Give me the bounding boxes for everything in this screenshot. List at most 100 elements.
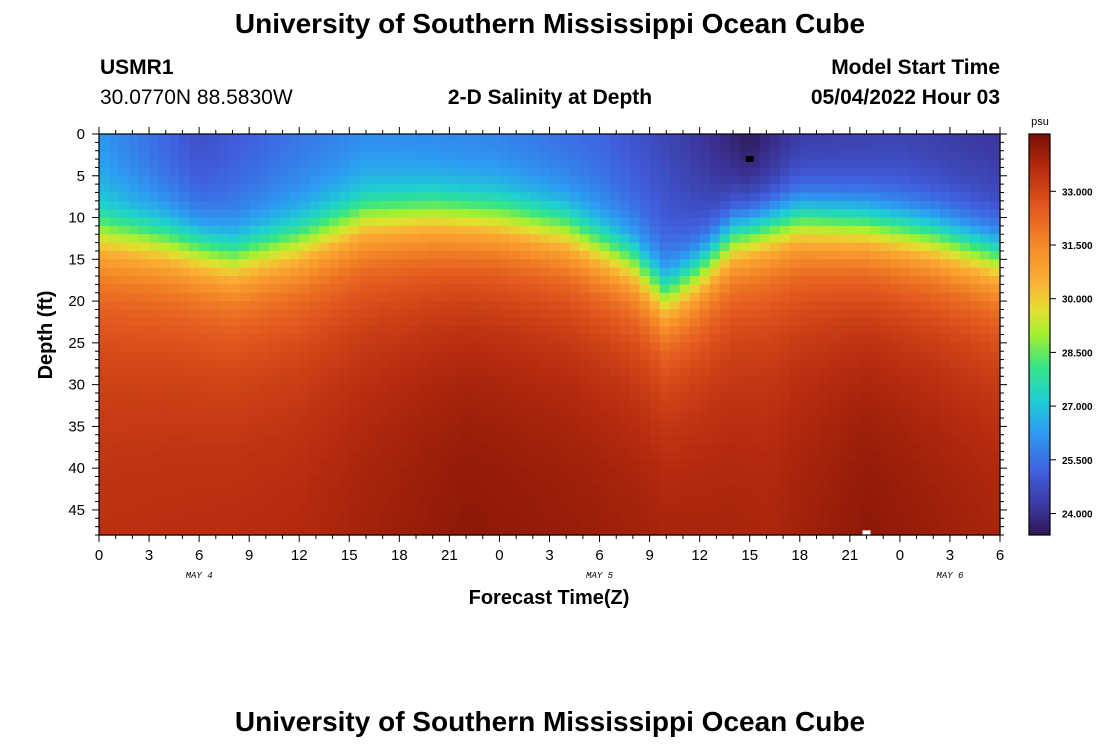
heatmap-cell (599, 384, 611, 394)
heatmap-cell (799, 426, 811, 436)
heatmap-cell (139, 276, 150, 285)
heatmap-cell (399, 276, 410, 285)
heatmap-cell (579, 167, 591, 177)
y-tick-label: 30 (68, 377, 85, 394)
heatmap-cell (229, 501, 240, 511)
heatmap-cell (139, 459, 150, 469)
heatmap-cell (379, 284, 390, 294)
heatmap-cell (479, 150, 491, 160)
heatmap-cell (239, 526, 250, 536)
heatmap-cell (729, 509, 741, 519)
heatmap-cell (589, 334, 601, 344)
heatmap-cell (849, 159, 861, 169)
heatmap-cell (809, 225, 821, 235)
heatmap-cell (889, 242, 901, 252)
heatmap-cell (789, 192, 801, 202)
heatmap-cell (899, 317, 911, 327)
heatmap-cell (729, 459, 741, 469)
heatmap-cell (529, 359, 541, 369)
heatmap-cell (869, 175, 881, 185)
heatmap-cell (549, 451, 561, 461)
heatmap-cell (499, 493, 511, 503)
heatmap-cell (649, 276, 661, 285)
heatmap-cell (149, 209, 160, 219)
heatmap-cell (249, 376, 260, 386)
heatmap-cell (569, 326, 581, 336)
heatmap-cell (749, 217, 761, 227)
heatmap-cell (689, 384, 701, 394)
heatmap-cell (119, 276, 130, 285)
heatmap-cell (289, 359, 300, 369)
heatmap-cell (409, 276, 420, 285)
heatmap-cell (139, 317, 150, 327)
heatmap-cell (329, 259, 340, 269)
heatmap-cell (119, 392, 130, 402)
heatmap-cell (879, 234, 891, 244)
heatmap-cell (349, 468, 360, 478)
heatmap-cell (609, 342, 621, 352)
heatmap-cell (589, 359, 601, 369)
heatmap-cell (629, 309, 641, 319)
heatmap-cell (829, 167, 841, 177)
heatmap-cell (699, 443, 711, 453)
heatmap-cell (949, 200, 961, 210)
heatmap-cell (689, 234, 701, 244)
heatmap-cell (139, 501, 150, 511)
heatmap-cell (759, 301, 771, 311)
heatmap-cell (819, 426, 831, 436)
heatmap-cell (469, 509, 481, 519)
heatmap-cell (769, 159, 781, 169)
heatmap-cell (719, 451, 731, 461)
heatmap-cell (959, 501, 971, 511)
heatmap-cell (739, 292, 751, 302)
heatmap-cell (749, 276, 761, 285)
heatmap-cell (869, 493, 881, 503)
heatmap-cell (359, 242, 370, 252)
y-tick-label: 10 (68, 210, 85, 227)
heatmap-cell (249, 242, 260, 252)
heatmap-cell (409, 484, 420, 494)
heatmap-cell (389, 342, 400, 352)
heatmap-cell (299, 392, 310, 402)
heatmap-cell (569, 184, 581, 194)
heatmap-cell (799, 317, 811, 327)
heatmap-cell (539, 217, 551, 227)
heatmap-cell (199, 468, 210, 478)
heatmap-cell (529, 367, 541, 377)
heatmap-cell (649, 384, 661, 394)
heatmap-cell (579, 476, 591, 486)
heatmap-cell (809, 301, 821, 311)
heatmap-cell (279, 501, 290, 511)
heatmap-cell (419, 167, 430, 177)
heatmap-cell (829, 526, 841, 536)
heatmap-cell (799, 484, 811, 494)
heatmap-cell (869, 267, 881, 277)
heatmap-cell (219, 217, 230, 227)
heatmap-cell (349, 359, 360, 369)
heatmap-cell (559, 309, 571, 319)
heatmap-cell (579, 192, 591, 202)
heatmap-cell (529, 217, 541, 227)
heatmap-cell (879, 175, 891, 185)
heatmap-cell (259, 426, 270, 436)
heatmap-cell (729, 259, 741, 269)
heatmap-cell (609, 200, 621, 210)
heatmap-cell (589, 501, 601, 511)
heatmap-cell (319, 142, 330, 152)
heatmap-cell (379, 175, 390, 185)
x-tick-label: 18 (791, 547, 808, 564)
heatmap-cell (289, 334, 300, 344)
heatmap-cell (279, 376, 290, 386)
heatmap-cell (549, 159, 561, 169)
heatmap-cell (739, 509, 751, 519)
heatmap-cell (199, 351, 210, 361)
heatmap-cell (199, 342, 210, 352)
heatmap-cell (959, 200, 971, 210)
heatmap-cell (859, 468, 871, 478)
heatmap-cell (479, 242, 491, 252)
heatmap-cell (249, 418, 260, 427)
heatmap-cell (929, 342, 941, 352)
heatmap-cell (889, 292, 901, 302)
heatmap-cell (179, 317, 190, 327)
heatmap-cell (589, 292, 601, 302)
